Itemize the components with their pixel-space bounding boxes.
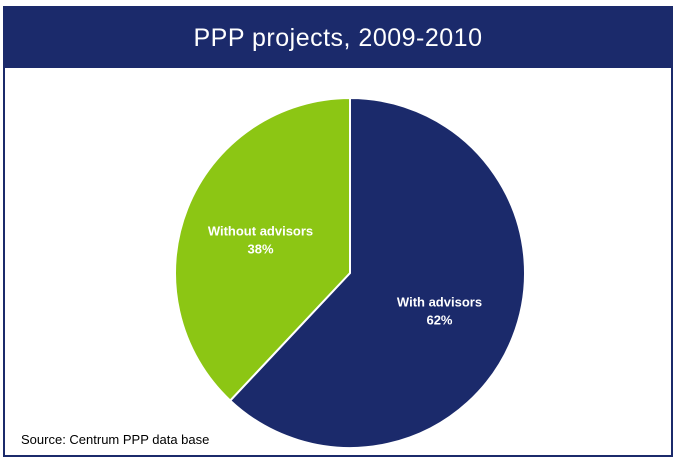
pie-slice-without-advisors (173, 96, 351, 402)
title-bar: PPP projects, 2009-2010 (5, 8, 671, 68)
slice-value-label: 62% (426, 312, 452, 327)
slice-value-label: 38% (247, 242, 273, 257)
slice-label: Without advisors (208, 224, 313, 239)
chart-frame: PPP projects, 2009-2010 With advisors 62%… (3, 6, 673, 457)
source-note: Source: Centrum PPP data base (21, 432, 210, 447)
pie-chart: With advisors 62% Without advisors 38% (173, 96, 526, 449)
chart-title: PPP projects, 2009-2010 (193, 23, 483, 52)
slice-label: With advisors (397, 294, 482, 309)
pie-slice-with-advisors (228, 96, 526, 449)
